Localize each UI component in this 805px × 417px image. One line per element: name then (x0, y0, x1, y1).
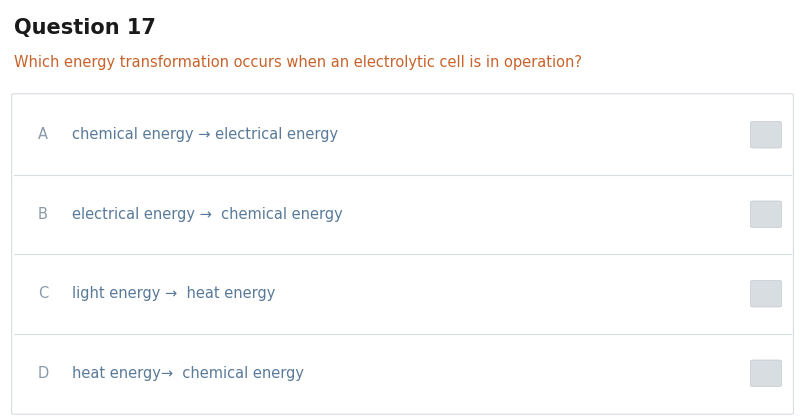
Text: heat energy→  chemical energy: heat energy→ chemical energy (72, 366, 304, 381)
Text: Question 17: Question 17 (14, 18, 156, 38)
Text: light energy →  heat energy: light energy → heat energy (72, 286, 275, 301)
Text: D: D (38, 366, 49, 381)
Text: electrical energy →  chemical energy: electrical energy → chemical energy (72, 207, 343, 222)
Text: A: A (38, 127, 48, 142)
Text: chemical energy → electrical energy: chemical energy → electrical energy (72, 127, 338, 142)
FancyBboxPatch shape (6, 92, 799, 410)
Text: C: C (38, 286, 48, 301)
Text: Which energy transformation occurs when an electrolytic cell is in operation?: Which energy transformation occurs when … (14, 55, 582, 70)
Text: B: B (38, 207, 47, 222)
